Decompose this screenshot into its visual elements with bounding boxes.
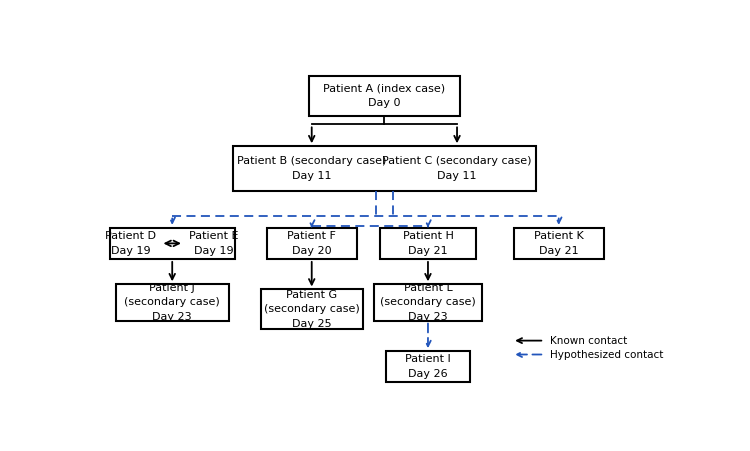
Text: Hypothesized contact: Hypothesized contact — [550, 350, 664, 359]
FancyBboxPatch shape — [380, 228, 476, 259]
FancyBboxPatch shape — [110, 228, 235, 259]
Text: Known contact: Known contact — [550, 336, 627, 345]
FancyBboxPatch shape — [116, 284, 229, 321]
Text: Patient L
(secondary case)
Day 23: Patient L (secondary case) Day 23 — [380, 283, 476, 322]
FancyBboxPatch shape — [374, 284, 482, 321]
Text: Patient F
Day 20: Patient F Day 20 — [287, 231, 336, 256]
Text: Patient I
Day 26: Patient I Day 26 — [405, 354, 451, 379]
Text: Patient E
Day 19: Patient E Day 19 — [189, 231, 238, 256]
Text: Patient H
Day 21: Patient H Day 21 — [403, 231, 454, 256]
Text: Patient J
(secondary case)
Day 23: Patient J (secondary case) Day 23 — [124, 283, 220, 322]
Text: Patient A (index case)
Day 0: Patient A (index case) Day 0 — [323, 83, 446, 108]
Text: Patient D
Day 19: Patient D Day 19 — [105, 231, 156, 256]
FancyBboxPatch shape — [233, 146, 536, 191]
Text: Patient K
Day 21: Patient K Day 21 — [534, 231, 584, 256]
FancyBboxPatch shape — [261, 290, 362, 329]
FancyBboxPatch shape — [309, 76, 460, 116]
FancyBboxPatch shape — [267, 228, 357, 259]
Text: Patient B (secondary case)
Day 11: Patient B (secondary case) Day 11 — [237, 156, 386, 181]
FancyBboxPatch shape — [386, 351, 470, 382]
FancyBboxPatch shape — [514, 228, 604, 259]
Text: Patient C (secondary case)
Day 11: Patient C (secondary case) Day 11 — [382, 156, 532, 181]
Text: Patient G
(secondary case)
Day 25: Patient G (secondary case) Day 25 — [264, 290, 359, 329]
